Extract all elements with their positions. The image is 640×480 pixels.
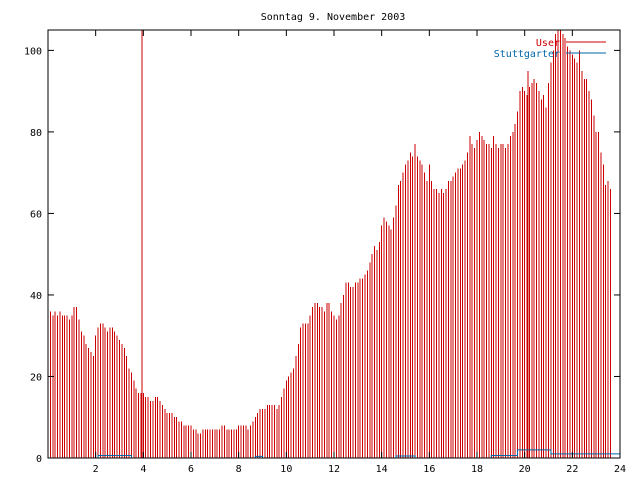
user-bars: [47, 30, 611, 458]
x-tick-label: 4: [140, 464, 146, 475]
y-tick-label: 40: [30, 291, 42, 302]
x-tick-label: 14: [376, 464, 388, 475]
x-tick-label: 16: [423, 464, 435, 475]
x-tick-label: 18: [471, 464, 483, 475]
x-tick-label: 20: [519, 464, 531, 475]
spike-lines: [141, 30, 529, 458]
x-axis: 2 4 6 8 10 12 14 16 18 20 22 24: [93, 30, 626, 475]
x-tick-label: 6: [188, 464, 194, 475]
x-tick-label: 10: [280, 464, 292, 475]
y-tick-label: 0: [36, 454, 42, 465]
y-tick-label: 100: [24, 46, 42, 57]
x-tick-label: 12: [328, 464, 340, 475]
y-axis: 0 20 40 60 80 100: [24, 46, 620, 465]
chart-title: Sonntag 9. November 2003: [261, 12, 406, 23]
legend-label-user: User: [536, 38, 560, 49]
x-tick-label: 22: [566, 464, 578, 475]
x-tick-label: 24: [614, 464, 626, 475]
y-tick-label: 80: [30, 128, 42, 139]
stuttgarter-series-line: [48, 449, 620, 459]
x-tick-label: 8: [236, 464, 242, 475]
y-tick-label: 20: [30, 372, 42, 383]
y-tick-label: 60: [30, 209, 42, 220]
x-tick-label: 2: [93, 464, 99, 475]
legend: User Stuttgarter: [494, 38, 606, 60]
legend-label-stuttgarter: Stuttgarter: [494, 49, 560, 60]
